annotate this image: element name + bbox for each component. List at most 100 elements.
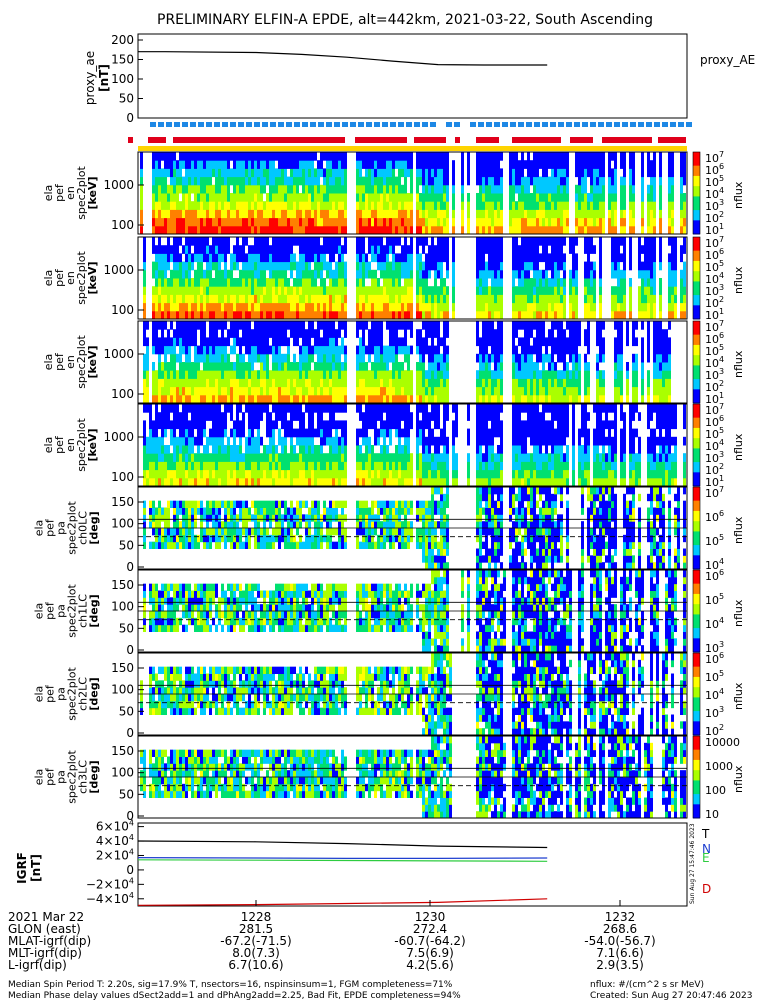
science-zone-segment <box>478 122 484 127</box>
spectrogram-cell <box>146 387 149 396</box>
spectrogram-cell <box>191 303 194 312</box>
spectrogram-cell <box>644 237 647 246</box>
spectrogram-cell <box>275 387 278 396</box>
spectrogram-panels: 1000100elapefenspec2plot[keV]10710610510… <box>33 150 746 823</box>
spectrogram-cell <box>488 395 491 404</box>
spectrogram-cell <box>542 177 545 186</box>
spectrogram-cell <box>578 337 581 346</box>
spectrogram-cell <box>551 378 554 387</box>
spectrogram-cell <box>485 362 488 371</box>
spectrogram-cell <box>293 168 296 177</box>
spectrogram-cell <box>209 370 212 379</box>
spectrogram-cell <box>302 262 305 271</box>
spectrogram-cell <box>281 286 284 295</box>
spectrogram-cell <box>623 294 626 303</box>
spectrogram-cell <box>488 209 491 218</box>
spectrogram-cell <box>590 226 593 235</box>
spectrogram-cell <box>245 286 248 295</box>
spectrogram-cell <box>548 177 551 186</box>
spectrogram-cell <box>335 270 338 279</box>
spectrogram-cell <box>527 286 530 295</box>
spectrogram-cell <box>365 209 368 218</box>
spectrogram-cell <box>161 404 164 413</box>
spectrogram-cell <box>197 152 200 161</box>
spectrogram-ylabel-line: [keV] <box>86 261 99 294</box>
spectrogram-cell <box>521 395 524 404</box>
spectrogram-cell <box>572 370 575 379</box>
spectrogram-cell <box>359 294 362 303</box>
spectrogram-cell <box>176 193 179 202</box>
spectrogram-cell <box>590 286 593 295</box>
spectrogram-cell <box>569 387 572 396</box>
spectrogram-cell <box>476 354 479 363</box>
spectrogram-cell <box>308 370 311 379</box>
spectrogram-cell <box>236 362 239 371</box>
spectrogram-cell <box>197 311 200 320</box>
spectrogram-cell <box>239 429 242 438</box>
spectrogram-cell <box>620 370 623 379</box>
spectrogram-cell <box>551 387 554 396</box>
spectrogram-cell <box>554 370 557 379</box>
spectrogram-cell <box>191 286 194 295</box>
spectrogram-cell <box>647 370 650 379</box>
spectrogram-cell <box>650 278 653 287</box>
spectrogram-cell <box>383 346 386 355</box>
spectrogram-cell <box>326 303 329 312</box>
spectrogram-cell <box>560 286 563 295</box>
spectrogram-cell <box>497 218 500 227</box>
spectrogram-cell <box>659 253 662 262</box>
spectrogram-cell <box>161 420 164 429</box>
spectrogram-cell <box>194 370 197 379</box>
spectrogram-cell <box>308 270 311 279</box>
spectrogram-cell <box>263 278 266 287</box>
spectrogram-cell <box>221 412 224 421</box>
spectrogram-cell <box>494 329 497 338</box>
spectrogram-cell <box>242 470 245 479</box>
spectrogram-cell <box>371 168 374 177</box>
spectrogram-cell <box>533 253 536 262</box>
spectrogram-cell <box>626 329 629 338</box>
spectrogram-cell <box>395 294 398 303</box>
spectrogram-cell <box>191 311 194 320</box>
spectrogram-cell <box>275 218 278 227</box>
spectrogram-cell <box>395 346 398 355</box>
spectrogram-cell <box>197 262 200 271</box>
spectrogram-cell <box>488 311 491 320</box>
spectrogram-cell <box>293 226 296 235</box>
spectrogram-cell <box>155 395 158 404</box>
spectrogram-cell <box>398 185 401 194</box>
spectrogram-cell <box>599 354 602 363</box>
spectrogram-cell <box>575 387 578 396</box>
spectrogram-cell <box>590 262 593 271</box>
spectrogram-cell <box>596 160 599 169</box>
spectrogram-cell <box>203 461 206 470</box>
spectrogram-cell <box>653 329 656 338</box>
spectrogram-cell <box>338 262 341 271</box>
spectrogram-cell <box>275 354 278 363</box>
spectrogram-cell <box>479 177 482 186</box>
spectrogram-cell <box>302 201 305 210</box>
spectrogram-cell <box>278 395 281 404</box>
spectrogram-cell <box>251 387 254 396</box>
spectrogram-cell <box>377 370 380 379</box>
spectrogram-cell <box>560 329 563 338</box>
spectrogram-cell <box>518 245 521 254</box>
spectrogram-cell <box>566 337 569 346</box>
spectrogram-cell <box>422 262 425 271</box>
spectrogram-cell <box>245 362 248 371</box>
spectrogram-cell <box>497 262 500 271</box>
spectrogram-cell <box>161 461 164 470</box>
spectrogram-cell <box>512 387 515 396</box>
spectrogram-cell <box>206 278 209 287</box>
spectrogram-cell <box>374 278 377 287</box>
spectrogram-cell <box>215 445 218 454</box>
spectrogram-cell <box>278 478 281 487</box>
spectrogram-cell <box>515 378 518 387</box>
spectrogram-cell <box>491 395 494 404</box>
spectrogram-cell <box>308 201 311 210</box>
spectrogram-cell <box>296 278 299 287</box>
spectrogram-cell <box>596 321 599 330</box>
spectrogram-cell <box>329 237 332 246</box>
colorbar-step <box>693 210 700 214</box>
spectrogram-cell <box>563 362 566 371</box>
